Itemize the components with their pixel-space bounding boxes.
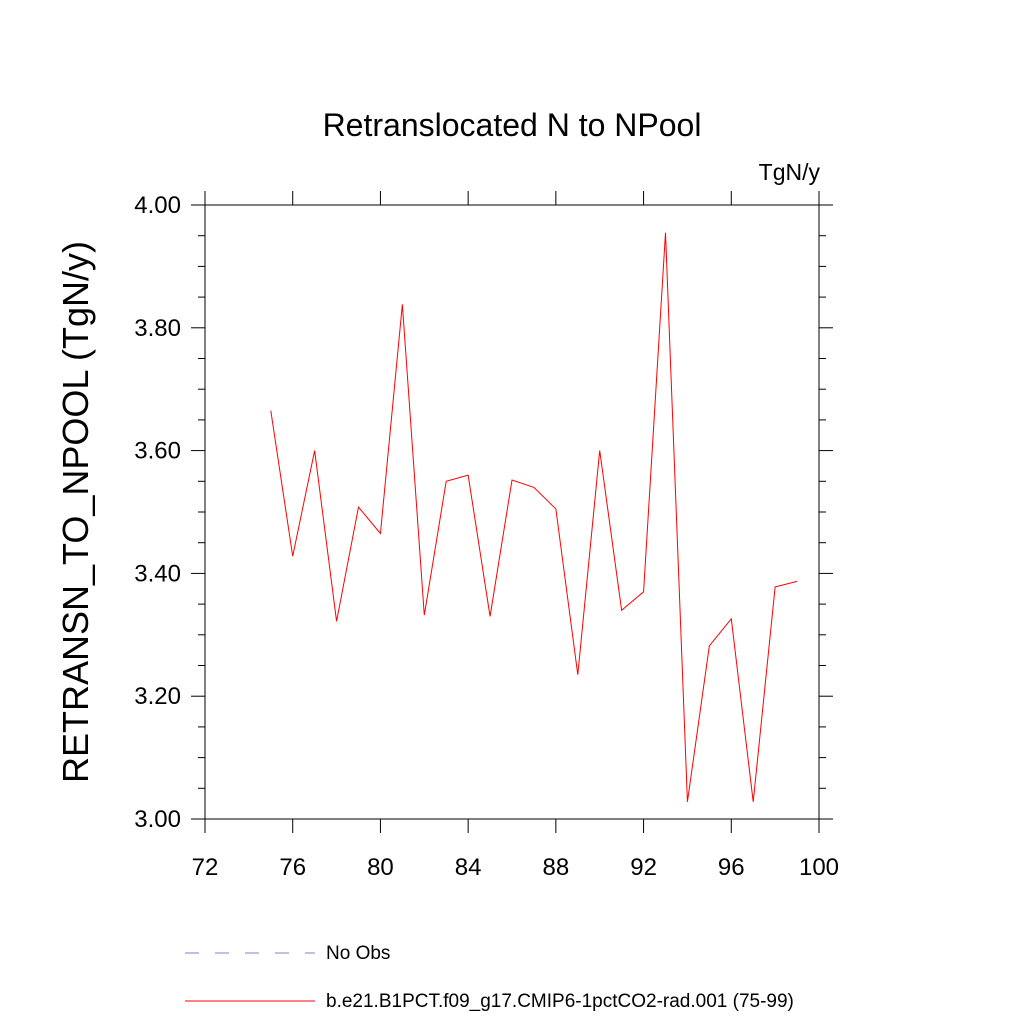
x-tick-label: 84 [455,854,482,881]
legend-label-no-obs: No Obs [326,943,390,964]
x-tick-label: 76 [279,854,306,881]
x-tick-label: 72 [192,854,219,881]
x-tick-label: 92 [630,854,657,881]
y-tick-label: 3.40 [134,560,181,587]
series-line-1 [270,232,798,802]
x-tick-label: 100 [799,854,839,881]
y-ticks: 3.00 3.20 3.40 3.60 3.80 4.00 [134,192,833,833]
series-layer [270,232,798,802]
x-tick-label: 96 [718,854,745,881]
legend: No Obs b.e21.B1PCT.f09_g17.CMIP6-1pctCO2… [185,943,794,1012]
y-tick-label: 3.60 [134,438,181,465]
legend-label-model: b.e21.B1PCT.f09_g17.CMIP6-1pctCO2-rad.00… [326,991,794,1012]
y-tick-label: 3.20 [134,683,181,710]
y-tick-label: 3.80 [134,315,181,342]
x-tick-label: 88 [543,854,570,881]
chart-title: Retranslocated N to NPool [323,107,702,143]
y-tick-label: 3.00 [134,806,181,833]
y-axis-label: RETRANSN_TO_NPOOL (TgN/y) [55,241,96,783]
plot-frame [204,204,820,820]
x-tick-label: 80 [367,854,394,881]
units-label: TgN/y [759,159,821,185]
y-tick-label: 4.00 [134,192,181,219]
x-ticks: 72 76 80 84 88 92 96 100 [192,191,839,881]
